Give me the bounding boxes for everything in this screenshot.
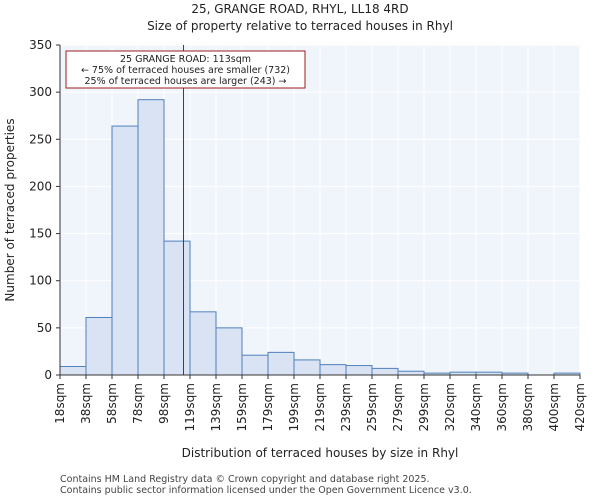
footer-line-2: Contains public sector information licen… <box>60 485 472 496</box>
x-tick-label: 159sqm <box>235 383 249 431</box>
y-tick-label: 350 <box>29 38 52 52</box>
y-tick-label: 0 <box>44 368 52 382</box>
annotation-box <box>65 50 306 89</box>
footer-line-1: Contains HM Land Registry data © Crown c… <box>60 474 430 485</box>
x-tick-label: 199sqm <box>287 383 301 431</box>
annotation-line-1: 25 GRANGE ROAD: 113sqm <box>120 54 251 65</box>
histogram-bar <box>111 125 139 376</box>
annotation-line-2: ← 75% of terraced houses are smaller (73… <box>81 65 290 76</box>
x-tick-label: 340sqm <box>469 383 483 431</box>
annotation-line-3: 25% of terraced houses are larger (243) … <box>85 76 287 87</box>
y-axis-label: Number of terraced properties <box>3 118 17 301</box>
histogram-bar <box>85 316 113 376</box>
histogram-bar <box>215 327 243 376</box>
histogram-bar <box>293 359 321 376</box>
y-tick-label: 150 <box>29 227 52 241</box>
y-tick-label: 300 <box>29 85 52 99</box>
x-tick-label: 380sqm <box>521 383 535 431</box>
y-tick-label: 100 <box>29 274 52 288</box>
x-tick-label: 18sqm <box>53 383 67 424</box>
histogram-bar <box>59 366 87 376</box>
x-tick-label: 98sqm <box>157 383 171 424</box>
x-tick-label: 420sqm <box>573 383 587 431</box>
x-tick-label: 400sqm <box>547 383 561 431</box>
histogram-bar <box>137 99 165 376</box>
y-tick-label: 250 <box>29 132 52 146</box>
histogram-bar <box>189 311 217 376</box>
x-tick-label: 360sqm <box>495 383 509 431</box>
x-tick-label: 119sqm <box>183 383 197 431</box>
x-tick-label: 299sqm <box>417 383 431 431</box>
histogram-bar <box>345 365 373 376</box>
histogram-bar <box>267 351 295 376</box>
x-tick-label: 78sqm <box>131 383 145 424</box>
x-tick-label: 219sqm <box>313 383 327 431</box>
x-tick-label: 239sqm <box>339 383 353 431</box>
chart-title: 25, GRANGE ROAD, RHYL, LL18 4RD <box>191 2 409 16</box>
histogram-bar <box>371 367 399 376</box>
y-tick-label: 50 <box>37 321 52 335</box>
histogram-bar <box>319 364 347 376</box>
x-tick-label: 279sqm <box>391 383 405 431</box>
x-tick-label: 38sqm <box>79 383 93 424</box>
x-tick-label: 139sqm <box>209 383 223 431</box>
histogram-bar <box>163 240 191 376</box>
y-tick-label: 200 <box>29 179 52 193</box>
x-tick-label: 58sqm <box>105 383 119 424</box>
chart-subtitle: Size of property relative to terraced ho… <box>147 19 453 33</box>
x-tick-label: 179sqm <box>261 383 275 431</box>
x-tick-label: 259sqm <box>365 383 379 431</box>
x-tick-label: 320sqm <box>443 383 457 431</box>
x-axis-label: Distribution of terraced houses by size … <box>182 446 459 460</box>
histogram-bar <box>397 370 425 376</box>
histogram-bar <box>241 354 269 376</box>
histogram-chart: 0 50 100 150 200 250 300 350 18sqm 38sqm 58sqm 78sq… <box>3 38 587 460</box>
